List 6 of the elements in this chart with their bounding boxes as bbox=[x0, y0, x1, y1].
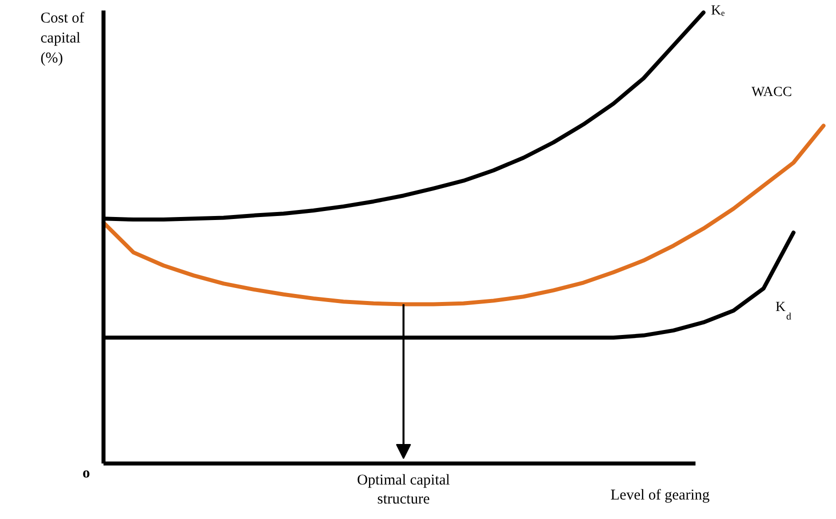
x-axis-title: Level of gearing bbox=[610, 488, 710, 504]
text: Optimal capital structure bbox=[357, 472, 450, 508]
series-label: Kₑ bbox=[711, 3, 726, 18]
y-axis-title: Cost of capital (%) bbox=[40, 10, 84, 66]
text: o bbox=[82, 466, 90, 482]
text: WACC bbox=[752, 85, 792, 100]
